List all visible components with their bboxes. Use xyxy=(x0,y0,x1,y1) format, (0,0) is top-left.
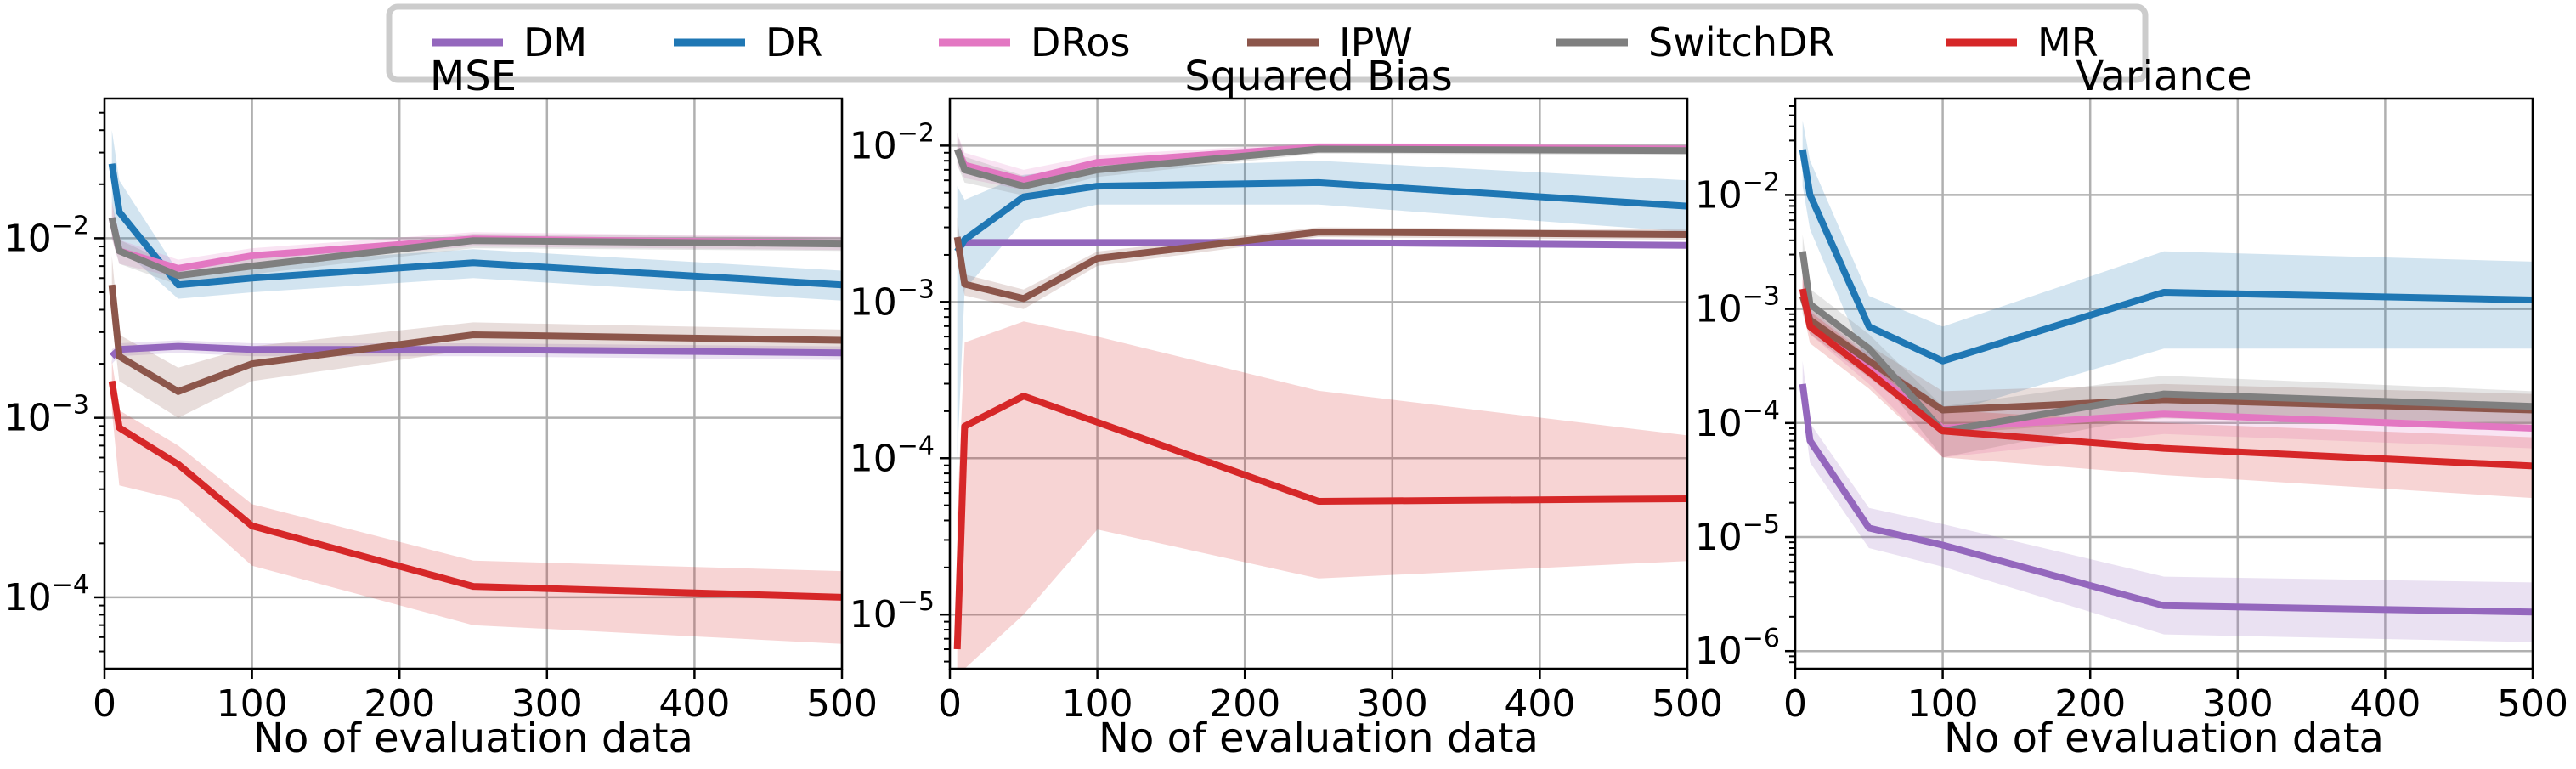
plot-area xyxy=(108,130,842,644)
y-tick-label: 10−4 xyxy=(850,431,935,480)
panel-1: 0 100 200 300 400 500 10−4 10−3 10−2 MSE No of eva… xyxy=(4,53,878,762)
legend-entry-dm: DM xyxy=(432,20,587,65)
x-tick-label: 0 xyxy=(938,682,962,726)
y-tick-label: 10−6 xyxy=(1695,624,1780,673)
series-line-mr xyxy=(953,393,1687,650)
band-mr xyxy=(111,359,842,644)
panel-3: 0 100 200 300 400 500 10−6 10−5 10−4 10−3 10−2 Vari… xyxy=(1695,53,2568,762)
y-tick-label: 10−5 xyxy=(1695,510,1780,559)
legend-entry-switchdr: SwitchDR xyxy=(1556,20,1834,65)
y-tick-label: 10−3 xyxy=(1695,282,1780,331)
y-tick-label: 10−5 xyxy=(850,587,935,636)
legend-entry-mr: MR xyxy=(1946,20,2099,65)
axes-frame xyxy=(103,97,844,670)
x-tick-label: 300 xyxy=(511,682,583,726)
band-dm xyxy=(1802,360,2533,642)
y-tick-label: 10−2 xyxy=(1695,167,1780,217)
y-tick-label: 10−2 xyxy=(850,118,935,167)
x-axis-label: No of evaluation data xyxy=(1099,715,1539,762)
y-tick-label: 10−4 xyxy=(1695,396,1780,445)
x-tick-label: 500 xyxy=(1652,682,1723,726)
legend: DM DR DRos IPW SwitchDR MR xyxy=(386,3,2149,83)
x-tick-label: 400 xyxy=(658,682,730,726)
series-line-switchdr xyxy=(953,145,1687,190)
band-dros xyxy=(1802,274,2533,458)
x-tick-label: 200 xyxy=(1209,682,1280,726)
band-mr xyxy=(957,321,1687,669)
y-tick-label: 10−2 xyxy=(4,211,89,260)
series-line-dm xyxy=(955,239,1687,252)
legend-label: MR xyxy=(2037,20,2099,65)
legend-label: DRos xyxy=(1031,20,1130,65)
series-line-switchdr xyxy=(108,217,842,280)
axes-frame xyxy=(1794,97,2534,670)
x-tick-label: 0 xyxy=(93,682,116,726)
series-line-ipw xyxy=(953,229,1687,303)
band-dr xyxy=(957,161,1687,459)
x-axis-label: No of evaluation data xyxy=(253,715,693,762)
x-tick-label: 400 xyxy=(1504,682,1575,726)
x-tick-label: 100 xyxy=(1907,682,1979,726)
x-tick-label: 300 xyxy=(2202,682,2274,726)
legend-label: SwitchDR xyxy=(1648,20,1834,65)
band-ipw xyxy=(1802,280,2533,434)
x-tick-label: 200 xyxy=(2054,682,2126,726)
series-line-dm xyxy=(1799,383,2533,616)
series-line-mr xyxy=(1799,288,2533,470)
legend-label: IPW xyxy=(1339,20,1413,65)
band-mr xyxy=(1802,272,2533,499)
series-line-dr xyxy=(1799,149,2533,365)
x-tick-label: 400 xyxy=(2349,682,2421,726)
axes-frame xyxy=(948,97,1689,670)
x-tick-label: 500 xyxy=(2497,682,2568,726)
x-tick-label: 500 xyxy=(806,682,878,726)
panel-2: 0 100 200 300 400 500 10−5 10−4 10−3 10−2 Squared … xyxy=(850,53,1723,762)
series-line-mr xyxy=(108,380,842,601)
series-line-dr xyxy=(954,178,1687,254)
series-line-dr xyxy=(108,163,842,289)
legend-entry-dr: DR xyxy=(674,20,822,65)
legend-entry-dros: DRos xyxy=(939,20,1130,65)
series-line-ipw xyxy=(108,284,842,395)
chart-panels: 0 100 200 300 400 500 10−4 10−3 10−2 MSE No of eva… xyxy=(4,53,2568,762)
legend-label: DM xyxy=(523,20,587,65)
series-line-switchdr xyxy=(1799,251,2533,435)
plot-area xyxy=(1799,120,2533,642)
x-tick-label: 200 xyxy=(364,682,435,726)
x-tick-label: 100 xyxy=(1062,682,1133,726)
x-axis-label: No of evaluation data xyxy=(1944,715,2384,762)
panel-title: Variance xyxy=(2076,53,2251,100)
plot-area xyxy=(953,133,1687,669)
x-tick-label: 100 xyxy=(217,682,288,726)
x-tick-label: 0 xyxy=(1783,682,1807,726)
y-tick-label: 10−3 xyxy=(850,274,935,324)
legend-entry-ipw: IPW xyxy=(1247,20,1413,65)
x-tick-label: 300 xyxy=(1357,682,1428,726)
y-tick-label: 10−3 xyxy=(4,391,89,440)
band-dr xyxy=(1802,120,2533,415)
legend-label: DR xyxy=(765,20,822,65)
panel-title: Squared Bias xyxy=(1184,53,1452,100)
y-tick-label: 10−4 xyxy=(4,570,89,619)
panel-title: MSE xyxy=(430,53,517,100)
